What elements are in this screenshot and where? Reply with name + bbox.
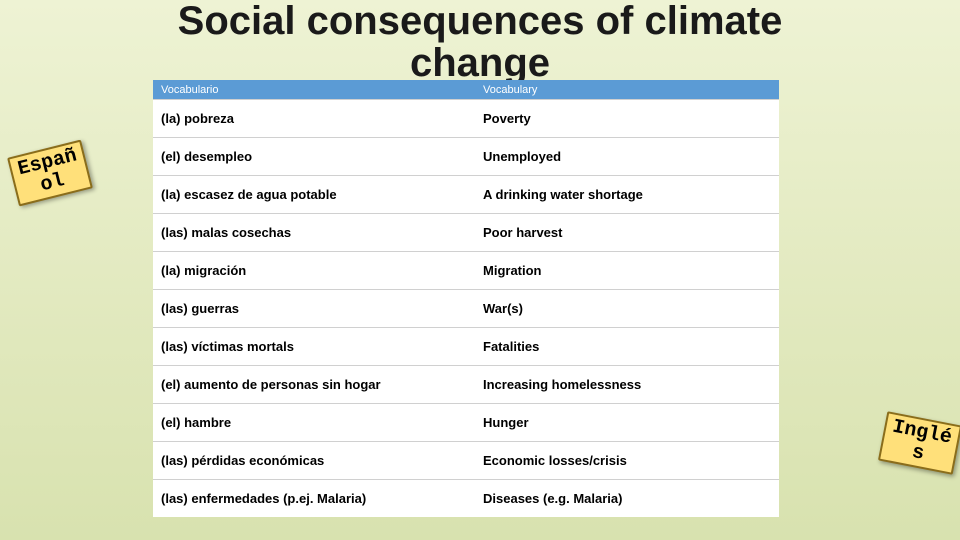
table-row: (las) pérdidas económicasEconomic losses… <box>153 442 779 480</box>
cell-english: War(s) <box>475 290 779 328</box>
table-row: (las) enfermedades (p.ej. Malaria)Diseas… <box>153 480 779 518</box>
cell-spanish: (la) migración <box>153 252 475 290</box>
table-row: (las) guerrasWar(s) <box>153 290 779 328</box>
table-row: (la) migraciónMigration <box>153 252 779 290</box>
cell-spanish: (la) escasez de agua potable <box>153 176 475 214</box>
table-row: (el) aumento de personas sin hogarIncrea… <box>153 366 779 404</box>
cell-english: Fatalities <box>475 328 779 366</box>
col-header-english: Vocabulary <box>475 80 779 100</box>
col-header-spanish: Vocabulario <box>153 80 475 100</box>
table-row: (las) víctimas mortalsFatalities <box>153 328 779 366</box>
cell-spanish: (las) malas cosechas <box>153 214 475 252</box>
slide-title: Social consequences of climate change <box>0 0 960 85</box>
slide: Social consequences of climate change Vo… <box>0 0 960 540</box>
table-row: (la) escasez de agua potableA drinking w… <box>153 176 779 214</box>
language-tag-spanish: Españ ol <box>7 140 93 207</box>
cell-english: Poor harvest <box>475 214 779 252</box>
cell-english: Migration <box>475 252 779 290</box>
cell-english: Increasing homelessness <box>475 366 779 404</box>
cell-spanish: (las) guerras <box>153 290 475 328</box>
table-header-row: Vocabulario Vocabulary <box>153 80 779 100</box>
cell-english: Hunger <box>475 404 779 442</box>
cell-english: Unemployed <box>475 138 779 176</box>
cell-spanish: (las) enfermedades (p.ej. Malaria) <box>153 480 475 518</box>
table-row: (el) desempleoUnemployed <box>153 138 779 176</box>
vocab-table: Vocabulario Vocabulary (la) pobrezaPover… <box>153 80 779 517</box>
cell-spanish: (el) hambre <box>153 404 475 442</box>
cell-spanish: (la) pobreza <box>153 100 475 138</box>
cell-english: Economic losses/crisis <box>475 442 779 480</box>
cell-spanish: (el) aumento de personas sin hogar <box>153 366 475 404</box>
table-row: (las) malas cosechasPoor harvest <box>153 214 779 252</box>
language-tag-english: Inglé s <box>878 411 960 475</box>
cell-spanish: (las) víctimas mortals <box>153 328 475 366</box>
table-row: (la) pobrezaPoverty <box>153 100 779 138</box>
cell-english: Poverty <box>475 100 779 138</box>
table-row: (el) hambreHunger <box>153 404 779 442</box>
cell-english: Diseases (e.g. Malaria) <box>475 480 779 518</box>
cell-spanish: (el) desempleo <box>153 138 475 176</box>
cell-english: A drinking water shortage <box>475 176 779 214</box>
cell-spanish: (las) pérdidas económicas <box>153 442 475 480</box>
